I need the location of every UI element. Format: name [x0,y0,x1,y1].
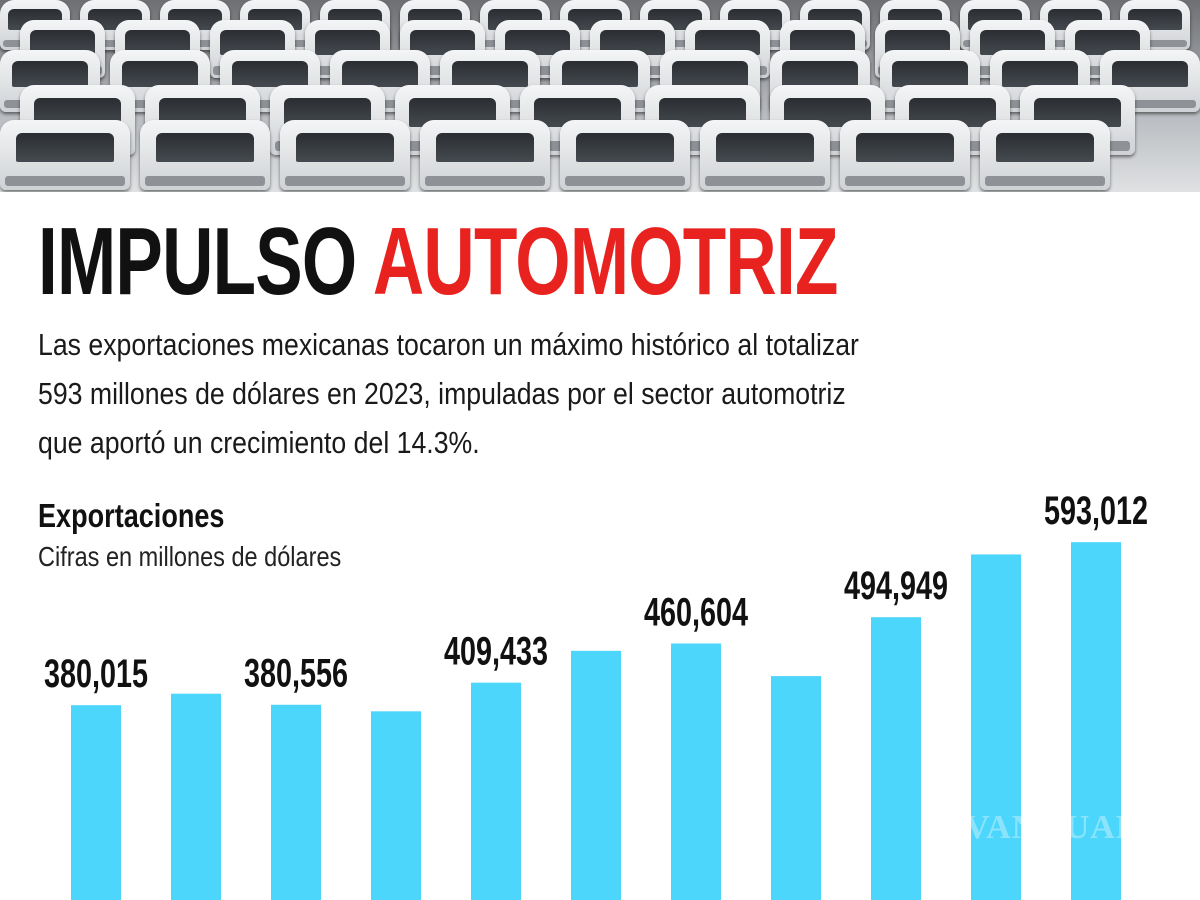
bar [371,711,421,900]
chart-subtitle: Cifras en millones de dólares [38,541,342,572]
bar [471,682,521,900]
data-label: 380,015 [44,652,148,697]
headline-part2: AUTOMOTRIZ [372,208,839,315]
bar [1071,542,1121,900]
car-icon [420,120,550,190]
bar [771,676,821,900]
lede-paragraph: Las exportaciones mexicanas tocaron un m… [38,320,859,467]
data-label: 380,556 [244,651,348,696]
bar [571,650,621,900]
car-icon [560,120,690,190]
bar [271,704,321,900]
watermark: VANGUARDIA [965,809,1200,846]
car-icon [840,120,970,190]
headline-part1: IMPULSO [38,208,357,315]
lede-line: Las exportaciones mexicanas tocaron un m… [38,327,859,362]
lede-line: 593 millones de dólares en 2023, impulad… [38,376,846,411]
bar [171,693,221,900]
bar [671,643,721,900]
data-label: 593,012 [1044,489,1148,534]
headline: IMPULSO AUTOMOTRIZ [38,212,838,312]
data-label: 460,604 [644,590,749,635]
lede-line: que aportó un crecimiento del 14.3%. [38,425,480,460]
car-icon [700,120,830,190]
bar [971,554,1021,900]
bar [871,617,921,900]
data-label: 409,433 [444,629,548,674]
car-icon [280,120,410,190]
data-label: 494,949 [844,564,948,609]
car-icon [0,120,130,190]
chart-title: Exportaciones [38,497,225,534]
car-lot-photo [0,0,1200,192]
bar [71,705,121,900]
car-icon [140,120,270,190]
car-icon [980,120,1110,190]
